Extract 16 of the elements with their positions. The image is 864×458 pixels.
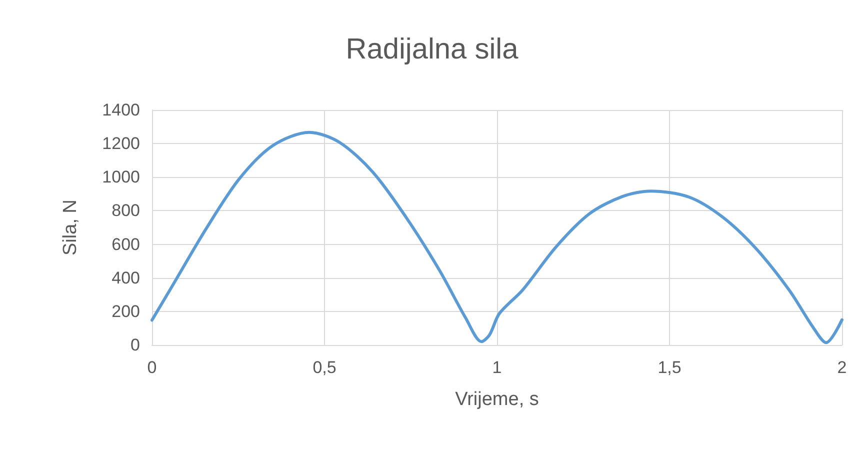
x-tick-label: 0 (147, 358, 157, 377)
y-tick-label: 0 (130, 336, 140, 354)
x-axis-title: Vrijeme, s (455, 389, 539, 410)
y-tick-label: 400 (112, 268, 140, 288)
y-tick-label: 600 (112, 234, 140, 254)
x-tick-label: 0,5 (312, 358, 336, 377)
y-axis-title: Sila, N (60, 200, 81, 256)
y-tick-label: 1200 (102, 134, 140, 154)
y-tick-label: 1400 (102, 100, 140, 120)
y-tick-label: 200 (112, 302, 140, 321)
y-tick-label: 800 (112, 201, 140, 220)
x-tick-label: 1 (492, 358, 502, 377)
y-tick-label: 1000 (102, 168, 140, 187)
x-tick-label: 1,5 (658, 358, 682, 377)
x-tick-label: 2 (837, 358, 847, 377)
chart-title: Radijalna sila (346, 34, 520, 66)
